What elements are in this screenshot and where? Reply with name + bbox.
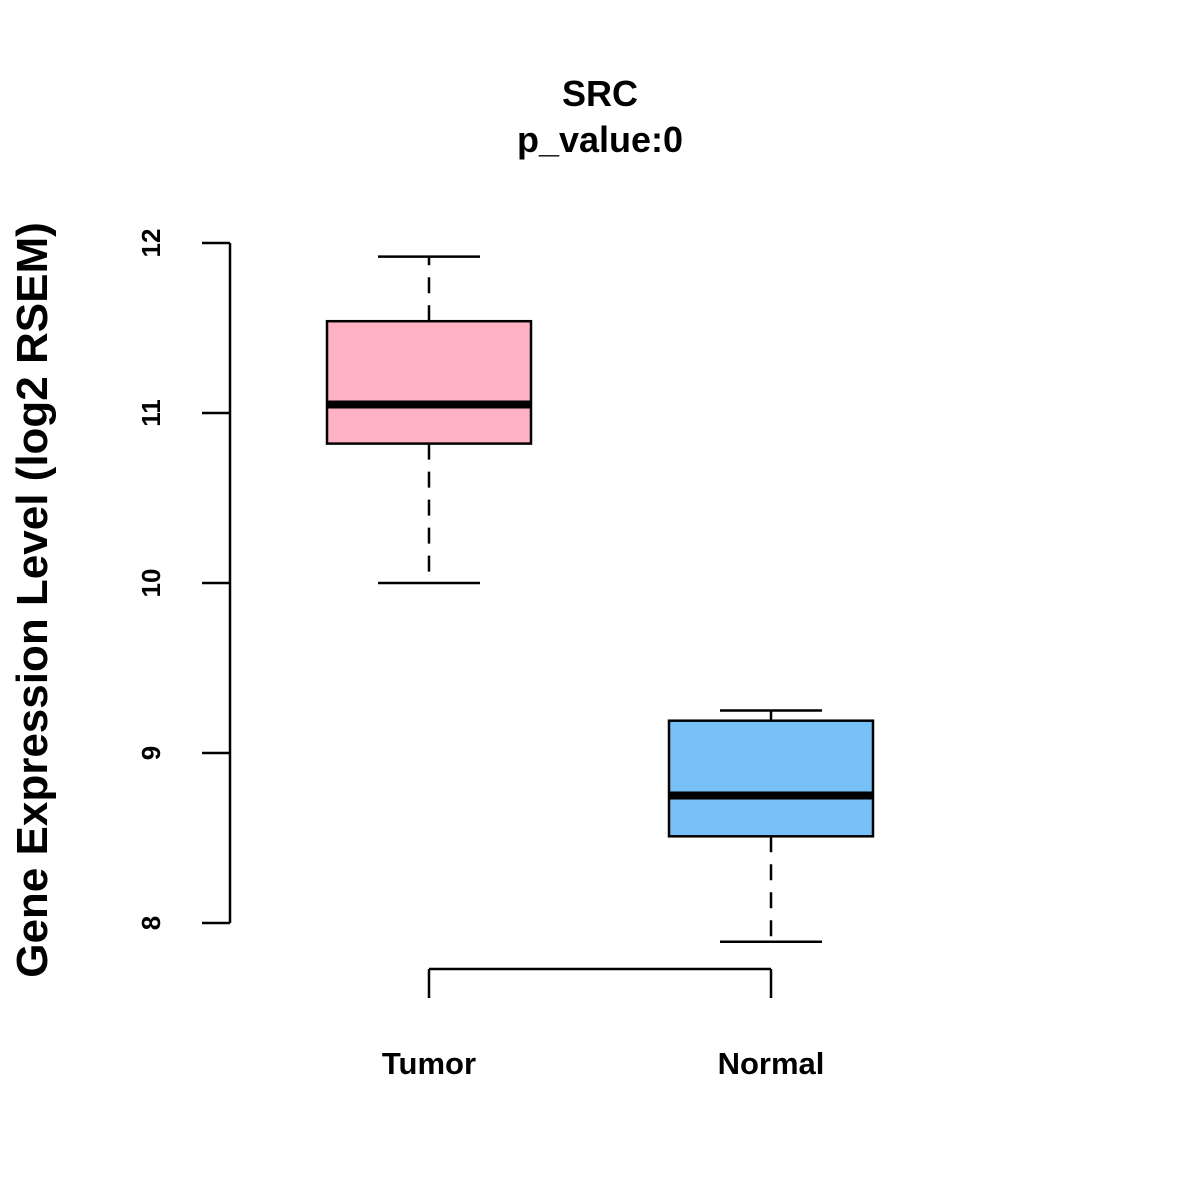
category-label-tumor: Tumor: [382, 1046, 476, 1081]
y-tick-label: 8: [136, 916, 166, 930]
y-tick-label: 11: [136, 399, 166, 427]
box-normal: [667, 709, 875, 943]
iqr-box: [667, 719, 875, 838]
y-axis-label: Gene Expression Level (log2 RSEM): [8, 222, 57, 978]
y-axis: 8 9 10 11 12: [136, 229, 232, 930]
y-tick-label: 10: [136, 569, 166, 598]
y-tick-label: 12: [136, 229, 166, 258]
iqr-box: [325, 319, 533, 445]
chart-title: SRC: [562, 73, 638, 114]
boxes-layer: [325, 255, 875, 943]
chart-subtitle: p_value:0: [517, 119, 683, 160]
box-tumor: [325, 255, 533, 585]
x-axis-bracket: [427, 967, 773, 998]
y-tick-label: 9: [136, 746, 166, 760]
category-labels: Tumor Normal: [382, 1046, 824, 1081]
category-label-normal: Normal: [718, 1046, 825, 1081]
